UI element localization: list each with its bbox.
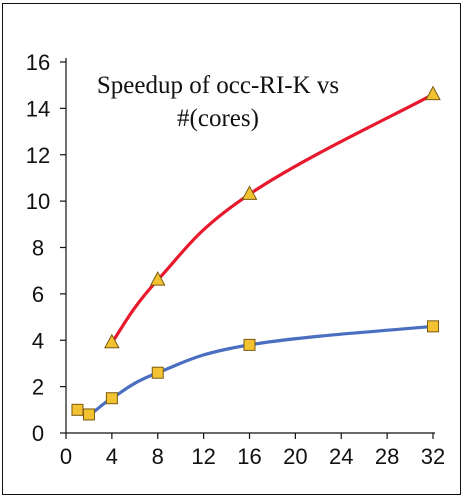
series-1-point (149, 271, 166, 286)
x-tick-label: 32 (421, 444, 445, 469)
x-tick-label: 20 (283, 444, 307, 469)
y-tick-label: 2 (32, 375, 44, 400)
y-tick-label: 0 (32, 421, 44, 446)
chart-title-line-1: Speedup of occ-RI-K vs (97, 72, 339, 99)
y-tick-label: 10 (26, 189, 50, 214)
y-tick-label: 16 (26, 50, 50, 75)
series-1-point (241, 185, 258, 200)
series-layer (71, 85, 441, 421)
y-tick-label: 14 (26, 96, 50, 121)
axes (65, 58, 435, 434)
x-tick-label: 28 (375, 444, 399, 469)
x-tick-label: 0 (60, 444, 72, 469)
x-tick-label: 12 (191, 444, 215, 469)
y-tick-label: 8 (32, 236, 44, 261)
x-tick-label: 8 (152, 444, 164, 469)
series-1-point (104, 333, 120, 349)
series-2-point (151, 366, 164, 379)
series-2-point (427, 320, 439, 333)
series-1-line (110, 92, 435, 345)
chart-title-line-2: #(cores) (177, 105, 259, 132)
series-1-point (425, 85, 441, 101)
y-tick-label: 12 (26, 143, 50, 168)
series-2-point (71, 403, 84, 416)
y-tick-label: 4 (32, 328, 44, 353)
chart-title: Speedup of occ-RI-K vs #(cores) (97, 72, 339, 132)
x-tick-label: 4 (106, 444, 118, 469)
y-tick-label: 6 (32, 282, 44, 307)
series-2-point (82, 408, 95, 421)
x-tick-label: 16 (237, 444, 261, 469)
x-tick-label: 24 (329, 444, 353, 469)
series-2-point (243, 338, 256, 351)
series-2-point (105, 392, 118, 405)
